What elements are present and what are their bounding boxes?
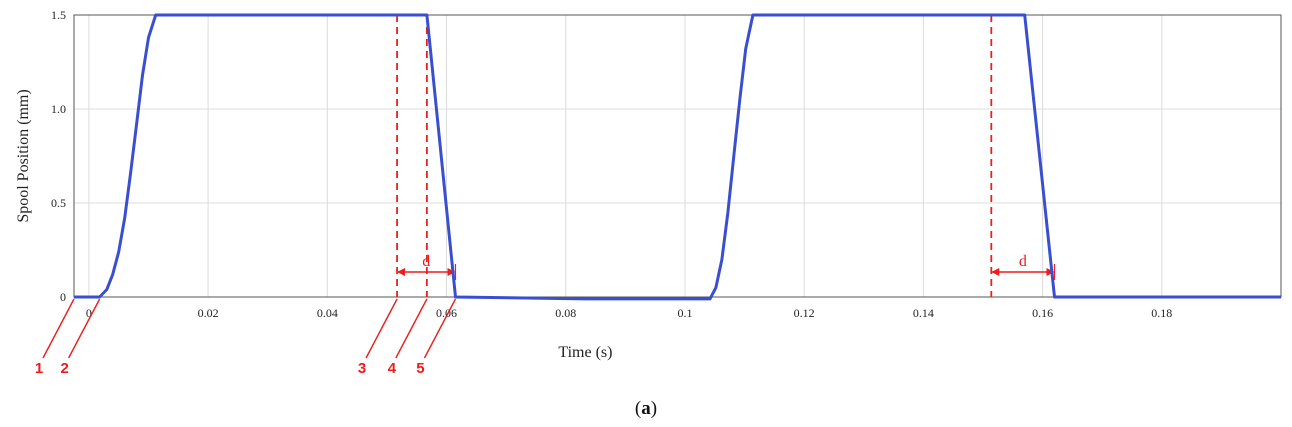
callout-leader xyxy=(42,298,75,359)
grid xyxy=(74,14,1281,298)
x-tick-label: 0.18 xyxy=(1151,306,1172,320)
caption-open-paren: ( xyxy=(635,398,641,419)
x-tick-label: 0.04 xyxy=(317,306,338,320)
y-tick-label: 0 xyxy=(60,290,66,304)
caption-close-paren: ) xyxy=(651,398,657,419)
span-label: d xyxy=(1019,253,1027,270)
callout-leader xyxy=(68,298,101,359)
x-tick-label: 0 xyxy=(86,306,92,320)
x-tick-label: 0.14 xyxy=(913,306,934,320)
callout-leader xyxy=(395,298,428,359)
x-tick-label: 0.02 xyxy=(198,306,219,320)
figure-caption: (a) xyxy=(635,398,657,419)
y-tick-label: 1.5 xyxy=(51,8,66,22)
callout-number-4: 4 xyxy=(388,360,397,377)
x-axis-title: Time (s) xyxy=(558,344,612,361)
x-tick-label: 0.16 xyxy=(1032,306,1053,320)
span-label: d xyxy=(422,253,430,270)
plot-frame xyxy=(73,14,1282,298)
callout-number-3: 3 xyxy=(358,360,366,377)
callout-number-1: 1 xyxy=(35,360,43,377)
callout-leader xyxy=(423,298,457,359)
y-tick-label: 1.0 xyxy=(51,102,66,116)
callout-leader xyxy=(365,298,398,359)
tick-labels: 0 0.02 0.04 0.06 0.08 0.1 0.12 0.14 0.16 0.18 0 0.5… xyxy=(51,8,1172,320)
x-tick-label: 0.06 xyxy=(436,306,457,320)
y-axis-title: Spool Position (mm) xyxy=(15,89,32,222)
caption-letter: a xyxy=(641,398,651,419)
callout-number-2: 2 xyxy=(60,360,68,377)
spool-position-line xyxy=(74,13,1281,301)
callout-number-5: 5 xyxy=(416,360,424,377)
x-tick-label: 0.1 xyxy=(677,306,692,320)
x-tick-label: 0.08 xyxy=(555,306,576,320)
x-tick-label: 0.12 xyxy=(794,306,815,320)
y-tick-label: 0.5 xyxy=(51,196,66,210)
series-layer xyxy=(74,13,1281,301)
